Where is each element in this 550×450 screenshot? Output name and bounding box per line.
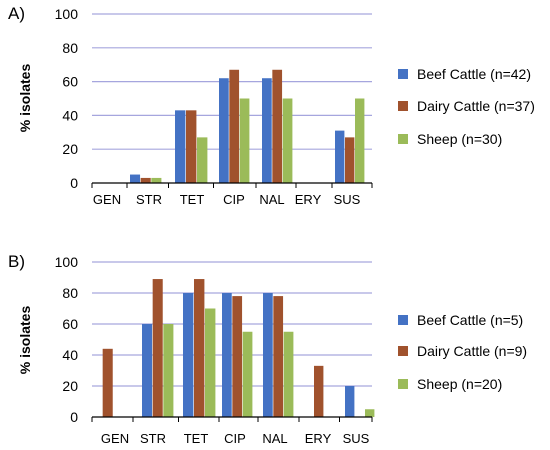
y-axis-label: % isolates: [17, 306, 33, 375]
bar-tet-series-2: [186, 110, 197, 183]
bar-gen-series-2: [102, 348, 113, 417]
legend: Beef Cattle (n=5) Dairy Cattle (n=9) Sheep…: [398, 312, 527, 392]
bar-tet-series-1: [183, 293, 194, 417]
x-tick-label: GEN: [101, 431, 129, 446]
bar-cip-series-2: [232, 296, 243, 417]
bar-sus-series-1: [345, 386, 355, 417]
y-tick-label: 20: [62, 378, 78, 394]
x-tick-label: SUS: [334, 192, 361, 207]
y-tick-label: 20: [62, 141, 78, 157]
y-tick-label: 0: [70, 409, 78, 425]
bar-nal-series-2: [273, 296, 284, 417]
bar-cip-series-3: [239, 98, 250, 183]
x-tick-label: ERY: [305, 431, 332, 446]
legend-entry: Sheep (n=20): [417, 376, 502, 392]
legend: Beef Cattle (n=42) Dairy Cattle (n=37) She…: [398, 66, 535, 147]
bar-cip-series-1: [222, 293, 232, 417]
bar-tet-series-3: [197, 137, 208, 183]
bar-tet-series-1: [175, 110, 186, 183]
panel-label: B): [8, 252, 25, 271]
panel-label: A): [8, 4, 25, 23]
y-tick-label: 80: [62, 40, 78, 56]
bar-nal-series-1: [263, 293, 273, 417]
bar-str-series-2: [152, 279, 163, 417]
bar-tet-series-3: [205, 308, 216, 417]
chart-panel-1: A) 0 20 40 60 80 100 % isolates GEN STR TET CIP NAL E…: [8, 4, 535, 207]
legend-entry: Sheep (n=30): [417, 131, 502, 147]
y-tick-label: 100: [55, 254, 79, 270]
x-tick-label: STR: [136, 192, 162, 207]
y-tick-label: 0: [70, 175, 78, 191]
x-tick-label: NAL: [262, 431, 287, 446]
bar-sus-series-3: [365, 409, 375, 417]
legend-swatch: [398, 101, 408, 111]
legend-entry: Dairy Cattle (n=9): [417, 343, 527, 359]
x-tick-label: CIP: [223, 192, 245, 207]
x-tick-label: TET: [184, 431, 209, 446]
legend-entry: Beef Cattle (n=42): [417, 66, 531, 82]
legend-entry: Beef Cattle (n=5): [417, 312, 523, 328]
bar-sus-series-1: [335, 130, 345, 183]
chart-panel-2: B) 0 20 40 60 80 100 % isolates GEN STR TET CIP NAL E…: [8, 252, 527, 446]
x-tick-label: ERY: [295, 192, 322, 207]
bar-str-series-1: [142, 324, 153, 417]
bar-nal-series-1: [262, 78, 272, 183]
y-tick-label: 40: [62, 347, 78, 363]
bar-str-series-3: [151, 177, 162, 183]
legend-entry: Dairy Cattle (n=37): [417, 98, 535, 114]
bar-ery-series-2: [314, 365, 324, 417]
x-tick-label: SUS: [343, 431, 370, 446]
y-axis-label: % isolates: [17, 64, 33, 133]
legend-swatch: [398, 346, 408, 356]
y-tick-label: 100: [55, 6, 79, 22]
bar-cip-series-1: [219, 78, 229, 183]
y-tick-label: 60: [62, 74, 78, 90]
bar-sus-series-2: [345, 137, 355, 183]
legend-swatch: [398, 69, 408, 79]
bar-str-series-3: [163, 324, 174, 417]
legend-swatch: [398, 315, 408, 325]
bar-nal-series-2: [272, 69, 283, 183]
bar-str-series-2: [140, 177, 151, 183]
bar-cip-series-2: [229, 69, 240, 183]
bar-sus-series-3: [355, 98, 365, 183]
legend-swatch: [398, 379, 408, 389]
y-tick-label: 60: [62, 316, 78, 332]
bar-cip-series-3: [242, 331, 253, 417]
bar-nal-series-3: [282, 98, 293, 183]
legend-swatch: [398, 134, 408, 144]
x-tick-label: NAL: [259, 192, 284, 207]
bar-tet-series-2: [194, 279, 205, 417]
x-tick-label: STR: [140, 431, 166, 446]
y-tick-label: 40: [62, 107, 78, 123]
x-tick-label: GEN: [93, 192, 121, 207]
y-tick-label: 80: [62, 285, 78, 301]
bar-str-series-1: [130, 174, 141, 183]
bar-nal-series-3: [283, 331, 294, 417]
x-tick-label: CIP: [224, 431, 246, 446]
x-tick-label: TET: [180, 192, 205, 207]
